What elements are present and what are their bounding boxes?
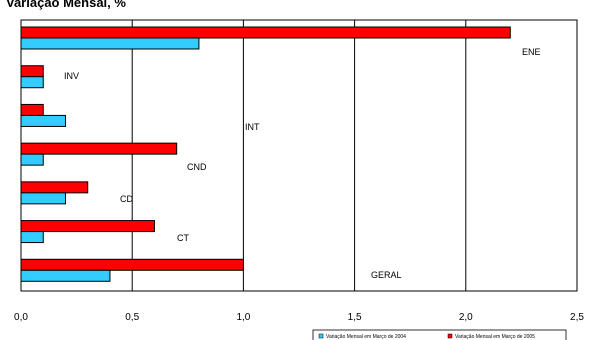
bar-2004-cnd [20, 153, 44, 166]
category-label-ene: ENE [522, 47, 541, 57]
category-label-cnd: CND [187, 162, 207, 172]
bar-2004-cd [20, 192, 66, 205]
grid-lines [131, 20, 467, 291]
category-labels: ENE INV INT CND CD CT GERAL [64, 47, 541, 280]
legend-box [312, 329, 567, 340]
category-label-ct: CT [177, 233, 189, 243]
x-tick-label: 1,5 [348, 312, 362, 323]
bar-2004-ct [20, 231, 44, 244]
chart-title: Variação Mensal, % [6, 0, 126, 10]
x-tick-label: 2,0 [459, 312, 473, 323]
plot-area [20, 19, 578, 292]
bar-2005-geral [20, 258, 244, 271]
bar-2004-ene [20, 37, 200, 50]
category-label-int: INT [245, 122, 260, 132]
bar-2004-inv [20, 76, 44, 89]
x-tick-label: 2,5 [570, 312, 584, 323]
legend: Variação Mensal em Março de 2004 Variaçã… [312, 329, 567, 340]
x-tick-labels: 0,0 0,5 1,0 1,5 2,0 2,5 [14, 312, 584, 323]
category-label-geral: GERAL [371, 270, 402, 280]
bar-2005-inv [20, 65, 44, 78]
bar-2004-geral [20, 269, 111, 282]
x-tick-label: 0,5 [125, 312, 139, 323]
x-tick-label: 1,0 [236, 312, 250, 323]
legend-label-2005: Variação Mensal em Março de 2005 [455, 334, 535, 340]
x-tick-label: 0,0 [14, 312, 28, 323]
bar-2005-ct [20, 220, 155, 233]
bars [20, 26, 511, 282]
bar-2004-int [20, 114, 66, 127]
bar-2005-ene [20, 26, 511, 39]
legend-swatch-2005 [447, 333, 453, 339]
legend-swatch-2004 [318, 333, 324, 339]
category-label-cd: CD [120, 194, 133, 204]
bar-2005-cnd [20, 142, 178, 155]
legend-label-2004: Variação Mensal em Março de 2004 [326, 334, 406, 340]
bar-2005-int [20, 103, 44, 116]
category-label-inv: INV [64, 71, 79, 81]
bar-2005-cd [20, 181, 89, 194]
